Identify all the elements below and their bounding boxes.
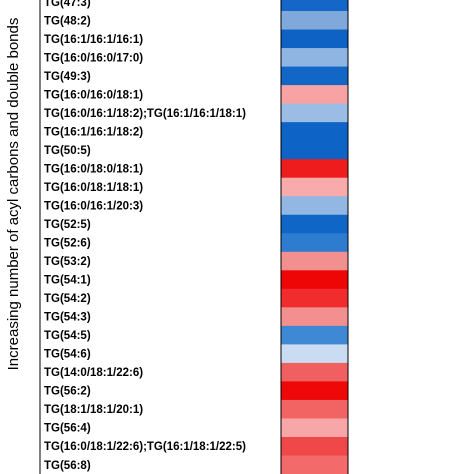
row-labels: TG(47:3) TG(48:2) TG(16:1/16:1/16:1) TG(16:…	[44, 0, 246, 472]
row-label: TG(16:1/16:1/18:2)	[44, 126, 143, 138]
row-label: TG(56:4)	[44, 423, 91, 435]
heatmap-cell	[281, 362, 348, 383]
row-label: TG(16:0/18:1/22:6);TG(16:1/18:1/22:5)	[44, 441, 246, 453]
heatmap-cell	[281, 196, 348, 216]
heatmap-cell	[281, 288, 348, 308]
row-label: TG(16:0/16:1/18:2);TG(16:1/16:1/18:1)	[44, 108, 246, 120]
row-label: TG(49:3)	[44, 71, 91, 83]
row-label: TG(56:8)	[44, 460, 91, 472]
heatmap-cell	[281, 66, 348, 86]
row-label: TG(50:5)	[44, 145, 91, 157]
heatmap-cell	[281, 251, 348, 271]
row-label: TG(54:3)	[44, 312, 91, 324]
heatmap-cell	[281, 122, 348, 142]
row-label: TG(54:2)	[44, 293, 91, 305]
y-axis-label: Increasing number of acyl carbons and do…	[5, 18, 22, 371]
heatmap-cell	[281, 0, 348, 12]
heatmap-cell	[281, 381, 348, 401]
heatmap-cell	[281, 48, 348, 68]
heatmap-cell	[281, 270, 348, 290]
row-label: TG(16:0/18:1/18:1)	[44, 182, 143, 194]
row-label: TG(18:1/18:1/20:1)	[44, 404, 143, 416]
heatmap-cell	[281, 418, 348, 438]
heatmap-cell	[281, 399, 348, 420]
heatmap-cell	[281, 344, 348, 364]
row-label: TG(16:0/16:1/20:3)	[44, 200, 143, 212]
heatmap-cell	[281, 436, 348, 457]
row-label: TG(54:1)	[44, 275, 91, 287]
row-label: TG(53:2)	[44, 256, 91, 268]
heatmap-border	[280, 0, 349, 474]
row-label: TG(52:5)	[44, 219, 91, 231]
heatmap-cell	[281, 103, 348, 123]
heatmap-cell	[281, 307, 348, 327]
row-label: TG(48:2)	[44, 15, 91, 27]
row-label: TG(56:2)	[44, 386, 91, 398]
row-label: TG(52:6)	[44, 238, 91, 250]
row-label: TG(16:0/16:0/17:0)	[44, 52, 143, 64]
heatmap-cell	[281, 455, 348, 474]
row-label: TG(16:1/16:1/16:1)	[44, 34, 143, 46]
row-label: TG(14:0/18:1/22:6)	[44, 367, 143, 379]
row-label: TG(47:3)	[44, 0, 91, 9]
heatmap-cells	[281, 0, 348, 474]
row-label: TG(54:5)	[44, 330, 91, 342]
heatmap-cell	[281, 177, 348, 197]
row-label: TG(16:0/16:0/18:1)	[44, 89, 143, 101]
heatmap-cell	[281, 159, 348, 179]
heatmap-cell	[281, 29, 348, 49]
heatmap-cell	[281, 140, 348, 160]
row-label: TG(16:0/18:0/18:1)	[44, 163, 143, 175]
heatmap-cell	[281, 85, 348, 105]
heatmap-cell	[281, 214, 348, 234]
row-label: TG(54:6)	[44, 349, 91, 361]
heatmap-cell	[281, 11, 348, 31]
heatmap-cell	[281, 233, 348, 253]
heatmap-cell	[281, 325, 348, 345]
